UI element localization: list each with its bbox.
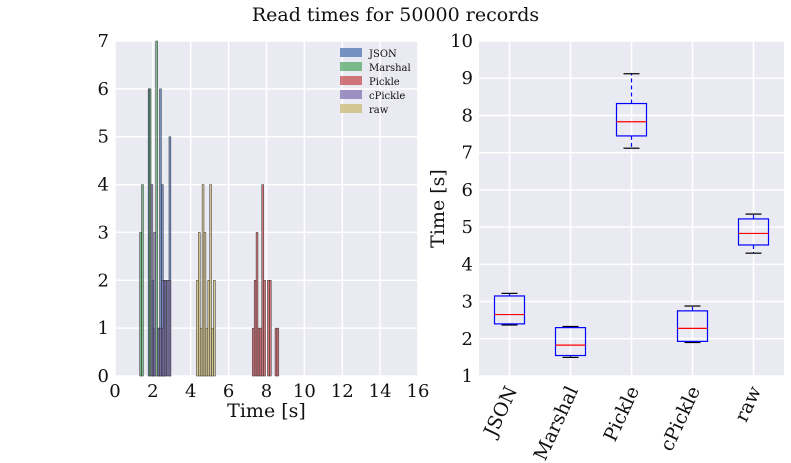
hist-bar-raw — [205, 327, 209, 377]
hist-y-tick-label: 1 — [98, 318, 109, 339]
box-y-tick-label: 9 — [462, 68, 473, 89]
hist-bar-raw — [213, 280, 216, 377]
legend-label-cpickle: cPickle — [369, 91, 405, 102]
hist-bar-cpickle — [157, 327, 160, 377]
box-x-tick-label: Pickle — [599, 383, 644, 445]
hist-bar-raw — [211, 327, 214, 377]
hist-bar-cpickle — [166, 280, 170, 377]
hist-x-axis-label: Time [s] — [227, 400, 306, 422]
hist-bar-raw — [207, 280, 210, 377]
box-y-tick-label: 6 — [462, 180, 473, 201]
hist-bar-pickle — [274, 327, 278, 377]
legend-swatch-pickle — [340, 76, 362, 85]
hist-bar-pickle — [267, 280, 270, 377]
hist-bar-raw — [196, 280, 199, 377]
legend-swatch-cpickle — [340, 90, 362, 99]
legend-label-json: JSON — [368, 49, 397, 60]
hist-y-tick-label: 4 — [98, 175, 109, 196]
box-x-tick-label: JSON — [479, 383, 522, 442]
box-iqr-raw — [737, 218, 770, 246]
hist-bar-pickle — [253, 280, 257, 377]
hist-bar-pickle — [259, 327, 263, 377]
box-y-tick-label: 8 — [462, 105, 473, 126]
box-y-tick-label: 3 — [462, 292, 473, 313]
hist-bar-raw — [198, 232, 201, 377]
boxplot-panel: 1 2 3 4 5 6 7 8 9 10 JSON Marshal Pickle cPickle raw Ti… — [427, 31, 784, 463]
hist-x-tick-label: 6 — [223, 381, 234, 402]
figure-title: Read times for 50000 records — [251, 4, 540, 26]
legend-swatch-raw — [340, 104, 362, 113]
hist-x-tick-label: 16 — [407, 381, 430, 402]
box-y-tick-label: 4 — [462, 254, 473, 275]
hist-x-tick-label: 4 — [185, 381, 196, 402]
box-y-tick-label: 7 — [462, 143, 473, 164]
box-x-tick-label: raw — [731, 382, 767, 425]
hist-bar-pickle — [276, 327, 280, 377]
hist-bar-cpickle — [162, 327, 165, 377]
box-iqr-json — [493, 295, 526, 325]
hist-y-tick-label: 3 — [98, 222, 109, 243]
legend-swatch-json — [340, 48, 362, 57]
hist-bar-pickle — [255, 232, 259, 377]
hist-x-tick-label: 0 — [109, 381, 120, 402]
hist-x-tick-label: 8 — [261, 381, 272, 402]
hist-bar-pickle — [261, 184, 264, 377]
box-y-axis-label: Time [s] — [427, 169, 449, 248]
hist-bar-cpickle — [150, 184, 154, 377]
hist-bar-pickle — [269, 280, 272, 377]
legend-label-raw: raw — [369, 105, 389, 116]
hist-bar-raw — [201, 184, 205, 377]
legend-label-pickle: Pickle — [369, 77, 400, 88]
box-y-tick-label: 5 — [462, 217, 473, 238]
hist-bar-cpickle — [163, 280, 167, 377]
box-x-tick-label: Marshal — [530, 383, 583, 463]
hist-bar-raw — [199, 327, 203, 377]
hist-x-tick-label: 10 — [293, 381, 316, 402]
box-x-tick-label: cPickle — [656, 383, 705, 455]
hist-bar-pickle — [263, 280, 266, 377]
hist-bar-cpickle — [168, 280, 172, 377]
hist-bar-raw — [209, 184, 212, 377]
box-y-tick-label: 10 — [450, 31, 473, 52]
hist-bar-pickle — [252, 327, 255, 377]
hist-y-tick-label: 0 — [98, 366, 109, 387]
hist-x-tick-label: 14 — [369, 381, 392, 402]
hist-bar-marshal — [141, 184, 144, 377]
hist-bar-pickle — [257, 327, 261, 377]
hist-bar-marshal — [139, 232, 142, 377]
hist-bar-marshal — [155, 40, 158, 377]
legend-swatch-marshal — [340, 62, 362, 71]
hist-bar-raw — [203, 232, 207, 377]
box-iqr-cpickle — [676, 310, 709, 342]
hist-x-tick-label: 2 — [147, 381, 158, 402]
hist-x-tick-label: 12 — [331, 381, 354, 402]
hist-bar-cpickle — [159, 327, 162, 377]
hist-bar-cpickle — [153, 232, 156, 377]
box-y-tick-label: 2 — [462, 329, 473, 350]
hist-y-tick-label: 2 — [98, 270, 109, 291]
box-y-tick-label: 1 — [462, 366, 473, 387]
hist-y-tick-label: 5 — [98, 127, 109, 148]
hist-bar-marshal — [148, 88, 152, 377]
box-iqr-marshal — [554, 327, 587, 357]
hist-y-tick-label: 6 — [98, 79, 109, 100]
box-iqr-pickle — [615, 102, 648, 137]
hist-y-tick-label: 7 — [98, 31, 109, 52]
legend-label-marshal: Marshal — [369, 63, 411, 74]
